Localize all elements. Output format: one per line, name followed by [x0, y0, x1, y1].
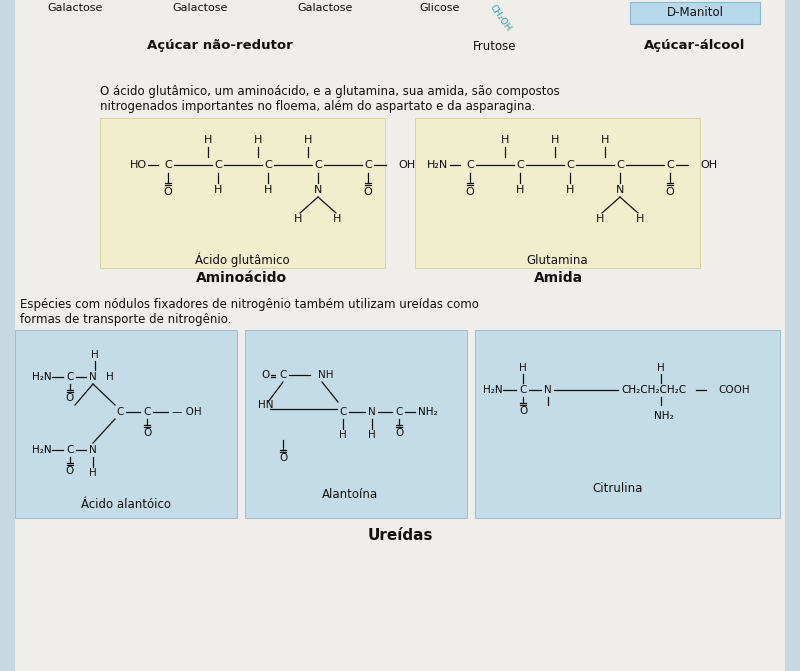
Text: H: H: [204, 135, 212, 145]
Text: O: O: [66, 393, 74, 403]
Text: H: H: [516, 185, 524, 195]
Bar: [785, 0, 800, 671]
Text: C: C: [264, 160, 272, 170]
Text: C: C: [395, 407, 402, 417]
Text: H: H: [368, 430, 376, 440]
Text: N: N: [368, 407, 376, 417]
Text: C: C: [116, 407, 124, 417]
Text: H: H: [254, 135, 262, 145]
Text: C: C: [516, 160, 524, 170]
Text: C: C: [666, 160, 674, 170]
Text: C: C: [143, 407, 150, 417]
Bar: [630, 2, 760, 24]
Text: C: C: [66, 445, 74, 455]
Text: Alantoína: Alantoína: [322, 488, 378, 501]
Text: H₂N: H₂N: [32, 372, 52, 382]
Text: H₂N: H₂N: [483, 385, 502, 395]
Text: C: C: [66, 372, 74, 382]
Text: nitrogenados importantes no floema, além do aspartato e da asparagina.: nitrogenados importantes no floema, além…: [100, 100, 535, 113]
Text: Ácido alantóico: Ácido alantóico: [81, 499, 171, 511]
Text: C: C: [279, 370, 286, 380]
Bar: [245, 330, 467, 518]
Text: Glicose: Glicose: [420, 3, 460, 13]
Text: H₂N: H₂N: [32, 445, 52, 455]
Text: O: O: [143, 428, 151, 438]
Text: C: C: [364, 160, 372, 170]
Text: CH₂OH: CH₂OH: [488, 3, 513, 33]
Text: O: O: [395, 428, 403, 438]
Bar: [100, 118, 385, 268]
Text: H: H: [294, 214, 302, 224]
Text: H: H: [339, 430, 347, 440]
Bar: [0, 0, 15, 671]
Text: O: O: [666, 187, 674, 197]
Text: O: O: [261, 370, 269, 380]
Text: C: C: [466, 160, 474, 170]
Text: O: O: [364, 187, 372, 197]
Text: Ácido glutâmico: Ácido glutâmico: [194, 253, 290, 267]
Text: C: C: [214, 160, 222, 170]
Text: — OH: — OH: [172, 407, 202, 417]
Text: C: C: [616, 160, 624, 170]
Text: H: H: [501, 135, 509, 145]
Text: C: C: [339, 407, 346, 417]
Text: H: H: [264, 185, 272, 195]
Text: O: O: [164, 187, 172, 197]
Text: H: H: [89, 468, 97, 478]
Text: HO: HO: [130, 160, 147, 170]
Text: O ácido glutâmico, um aminoácido, e a glutamina, sua amida, são compostos: O ácido glutâmico, um aminoácido, e a gl…: [100, 85, 560, 98]
Text: formas de transporte de nitrogênio.: formas de transporte de nitrogênio.: [20, 313, 231, 326]
Text: H: H: [519, 363, 527, 373]
Text: C: C: [566, 160, 574, 170]
Text: NH₂: NH₂: [654, 411, 674, 421]
Text: H: H: [91, 350, 99, 360]
Text: H: H: [601, 135, 609, 145]
Text: OH: OH: [700, 160, 717, 170]
Text: Açúcar não-redutor: Açúcar não-redutor: [147, 40, 293, 52]
Text: COOH: COOH: [718, 385, 750, 395]
Text: N: N: [314, 185, 322, 195]
Text: Galactose: Galactose: [298, 3, 353, 13]
Text: OH: OH: [398, 160, 415, 170]
Bar: [415, 118, 700, 268]
Bar: [475, 330, 780, 518]
Text: H: H: [551, 135, 559, 145]
Text: N: N: [89, 445, 97, 455]
Text: Frutose: Frutose: [474, 40, 517, 52]
Text: N: N: [89, 372, 97, 382]
Text: CH₂CH₂CH₂C: CH₂CH₂CH₂C: [621, 385, 686, 395]
Text: NH: NH: [318, 370, 334, 380]
Text: HN: HN: [258, 400, 274, 410]
Text: N: N: [616, 185, 624, 195]
Text: H: H: [214, 185, 222, 195]
Text: Aminoácido: Aminoácido: [197, 271, 287, 285]
Text: O: O: [66, 466, 74, 476]
Text: Glutamina: Glutamina: [526, 254, 588, 266]
Text: C: C: [519, 385, 526, 395]
Text: Ureídas: Ureídas: [367, 527, 433, 542]
Text: D-Manitol: D-Manitol: [666, 7, 723, 19]
Text: Espécies com nódulos fixadores de nitrogênio também utilizam ureídas como: Espécies com nódulos fixadores de nitrog…: [20, 298, 479, 311]
Text: Citrulina: Citrulina: [593, 482, 643, 495]
Text: H: H: [566, 185, 574, 195]
Text: NH₂: NH₂: [418, 407, 438, 417]
Text: Açúcar-álcool: Açúcar-álcool: [644, 40, 746, 52]
Text: H: H: [333, 214, 341, 224]
Text: H: H: [596, 214, 604, 224]
Text: O: O: [466, 187, 474, 197]
Text: N: N: [544, 385, 552, 395]
Bar: [15, 330, 237, 518]
Text: Amida: Amida: [534, 271, 582, 285]
Text: C: C: [314, 160, 322, 170]
Text: H: H: [657, 363, 665, 373]
Text: H: H: [106, 372, 114, 382]
Text: H: H: [636, 214, 644, 224]
Text: O: O: [279, 453, 287, 463]
Text: H: H: [304, 135, 312, 145]
Text: Galactose: Galactose: [172, 3, 228, 13]
Text: O: O: [519, 406, 527, 416]
Text: H₂N: H₂N: [427, 160, 448, 170]
Text: Galactose: Galactose: [47, 3, 102, 13]
Text: C: C: [164, 160, 172, 170]
